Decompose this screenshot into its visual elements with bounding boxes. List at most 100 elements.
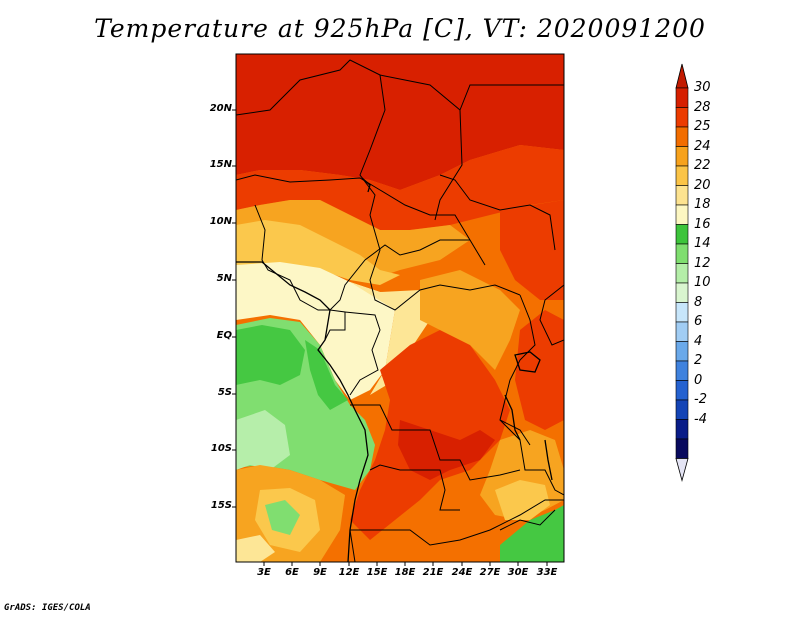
lat-label: EQ xyxy=(216,330,232,341)
temp-region-orange-sahel xyxy=(236,200,470,280)
colorbar-swatch xyxy=(675,224,689,245)
colorbar-label: 8 xyxy=(694,294,703,310)
colorbar-swatch xyxy=(675,243,689,264)
colorbar-swatch xyxy=(675,321,689,342)
colorbar-label: -4 xyxy=(694,411,707,427)
border-line xyxy=(350,499,564,546)
colorbar-swatch xyxy=(675,263,689,284)
colorbar-top-arrow xyxy=(675,63,689,89)
colorbar-label: 22 xyxy=(694,158,711,173)
lake-victoria xyxy=(514,351,541,373)
border-line xyxy=(350,404,521,481)
axis-ticks xyxy=(232,109,548,566)
colorbar xyxy=(675,63,689,483)
colorbar-label: 6 xyxy=(694,314,703,329)
border-line xyxy=(254,204,330,311)
lon-label: 6E xyxy=(285,567,299,578)
colorbar-swatch xyxy=(675,438,689,459)
lon-label: 33E xyxy=(536,567,558,578)
lat-label: 15S xyxy=(210,500,232,511)
temp-region-green-dark xyxy=(236,325,305,385)
country-borders xyxy=(236,59,564,562)
temp-region-green-dark-coast xyxy=(305,340,348,410)
border-line xyxy=(329,239,470,311)
colorbar-label: 14 xyxy=(694,236,711,251)
plot-frame xyxy=(235,53,565,563)
colorbar-label: 30 xyxy=(694,80,711,95)
colorbar-swatch xyxy=(675,126,689,147)
lat-label: 5N xyxy=(216,273,232,284)
lake-tanganyika xyxy=(504,394,521,441)
border-line xyxy=(369,214,521,311)
temp-region-very-warm-southeast xyxy=(515,310,564,430)
colorbar-label: 4 xyxy=(694,333,703,349)
border-line xyxy=(349,529,356,562)
border-line xyxy=(499,294,536,446)
border-line xyxy=(236,174,486,266)
border-line xyxy=(439,174,556,251)
colorbar-label: 18 xyxy=(694,197,711,212)
colorbar-bottom-arrow xyxy=(675,458,689,483)
colorbar-swatch xyxy=(675,165,689,186)
border-line xyxy=(359,74,386,216)
temp-region-very-warm-east xyxy=(500,200,564,300)
lake-chad xyxy=(361,177,371,193)
temp-region-pale-yellow xyxy=(350,282,430,395)
border-line xyxy=(459,84,564,111)
lat-label: 10N xyxy=(209,216,232,227)
colorbar-label: 10 xyxy=(694,275,711,290)
temp-region-cream-west xyxy=(236,262,395,400)
lake-malawi xyxy=(544,439,553,481)
temp-region-hot-north xyxy=(236,54,564,190)
temp-region-light-orange xyxy=(236,220,400,285)
temp-region-green-southwest xyxy=(265,500,300,535)
border-line xyxy=(369,464,460,511)
colorbar-swatch xyxy=(675,399,689,420)
lat-label: 20N xyxy=(209,103,232,114)
border-line xyxy=(499,419,564,496)
colorbar-swatch xyxy=(675,107,689,128)
coastline-path xyxy=(236,261,369,562)
coastline xyxy=(236,177,553,562)
colorbar-label: 20 xyxy=(694,177,711,193)
lon-label: 24E xyxy=(451,567,473,578)
lat-label: 10S xyxy=(210,443,232,454)
temp-region-pale-southwest xyxy=(236,535,275,562)
colorbar-swatch xyxy=(675,419,689,440)
temp-region-orange-east xyxy=(420,270,520,370)
lat-label: 15N xyxy=(209,159,232,170)
lon-label: 30E xyxy=(507,567,529,578)
colorbar-swatch xyxy=(675,87,689,108)
colorbar-swatch xyxy=(675,360,689,381)
temp-region-green-light xyxy=(236,410,290,470)
colorbar-label: 12 xyxy=(694,255,711,271)
colorbar-swatch xyxy=(675,302,689,323)
colorbar-swatch xyxy=(675,380,689,401)
border-line xyxy=(499,509,556,531)
lon-label: 3E xyxy=(257,567,271,578)
colorbar-swatch xyxy=(675,185,689,206)
colorbar-label: 28 xyxy=(694,99,711,115)
temp-region-hot-south xyxy=(398,420,495,480)
lon-label: 18E xyxy=(394,567,416,578)
colorbar-label: 16 xyxy=(694,216,711,232)
map-title: Temperature at 925hPa [C], VT: 202009120… xyxy=(94,14,706,43)
lon-label: 12E xyxy=(338,567,360,578)
colorbar-label: 25 xyxy=(694,119,711,134)
colorbar-label: -2 xyxy=(694,392,707,407)
colorbar-swatch xyxy=(675,204,689,225)
colorbar-swatch xyxy=(675,341,689,362)
temperature-field xyxy=(236,54,564,562)
border-line xyxy=(344,311,381,396)
lon-label: 27E xyxy=(479,567,501,578)
temp-region-green-southeast xyxy=(500,505,564,562)
lon-label: 15E xyxy=(366,567,388,578)
colorbar-label: 0 xyxy=(694,372,703,388)
temp-region-very-warm-north xyxy=(236,145,564,230)
lat-label: 5S xyxy=(217,387,232,398)
lon-label: 9E xyxy=(313,567,327,578)
border-line xyxy=(539,284,564,346)
colorbar-label: 24 xyxy=(694,138,711,154)
grads-credit: GrADS: IGES/COLA xyxy=(4,603,91,613)
